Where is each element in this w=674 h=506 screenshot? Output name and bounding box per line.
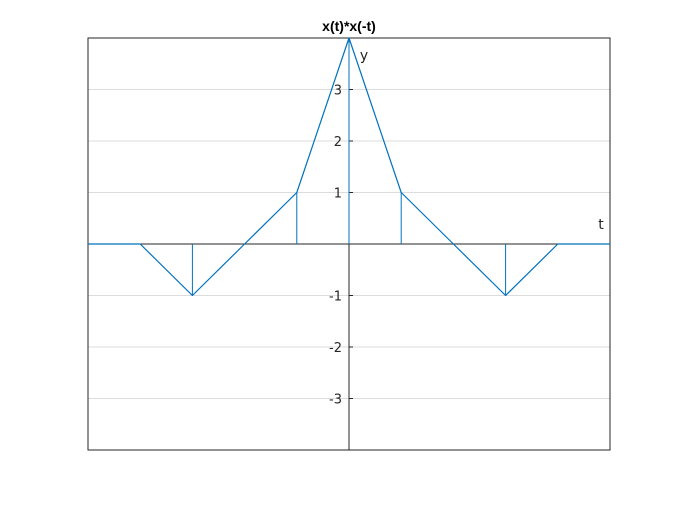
y-tick-label: 2 [334, 135, 342, 150]
y-tick-label: -3 [329, 393, 342, 408]
series [88, 37, 610, 297]
series-line [88, 37, 610, 297]
tick-labels: -3 -2 -1 1 2 3 [329, 84, 342, 408]
y-tick-label: -1 [329, 290, 342, 305]
y-axis-label: y [360, 48, 368, 64]
chart-title: x(t)*x(-t) [322, 18, 376, 34]
stems [191, 38, 507, 296]
y-tick-label: 1 [334, 187, 342, 202]
x-axis-label: t [598, 217, 604, 233]
y-tick-label: -2 [329, 341, 342, 356]
y-tick-label: 3 [334, 84, 342, 99]
